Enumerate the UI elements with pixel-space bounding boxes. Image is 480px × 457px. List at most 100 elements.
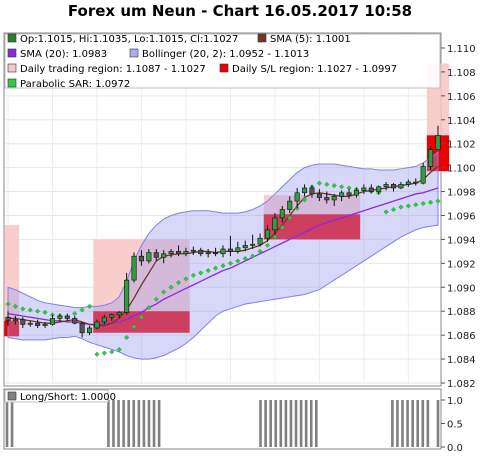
legend-swatch bbox=[7, 48, 17, 58]
sar-point bbox=[398, 204, 404, 210]
sar-point bbox=[390, 206, 397, 213]
y-tick-label: 1.100 bbox=[447, 164, 476, 175]
candle-body bbox=[138, 255, 144, 262]
candle-body bbox=[302, 187, 308, 194]
long-short-bar bbox=[391, 400, 394, 447]
sar-point bbox=[383, 209, 389, 215]
long-short-bar bbox=[426, 400, 430, 447]
legend-swatch bbox=[257, 33, 267, 43]
sar-point bbox=[116, 346, 122, 353]
y-tick-label: 1.096 bbox=[447, 211, 476, 222]
y-tick-label: 1.092 bbox=[447, 259, 476, 270]
legend-label: Bollinger (20, 2): 1.0952 - 1.1013 bbox=[142, 49, 309, 60]
legend-label: Daily S/L region: 1.1027 - 1.0997 bbox=[232, 64, 397, 75]
candle-body bbox=[346, 192, 352, 196]
legend-swatch bbox=[7, 63, 17, 73]
candle-body bbox=[383, 184, 389, 188]
long-short-bar bbox=[406, 400, 409, 447]
long-short-bar bbox=[304, 400, 308, 447]
y-tick-label: 1.104 bbox=[447, 116, 476, 127]
candle-body bbox=[124, 279, 130, 313]
y-tick-label: 1.088 bbox=[447, 307, 476, 318]
candle-body bbox=[35, 322, 41, 326]
candle-body bbox=[5, 316, 11, 322]
long-short-bar bbox=[142, 400, 146, 447]
candle-body bbox=[339, 192, 345, 197]
candle-body bbox=[198, 249, 204, 255]
candle-body bbox=[64, 315, 70, 319]
sar-point bbox=[20, 306, 26, 312]
long-short-bar bbox=[289, 400, 293, 447]
sar-point bbox=[190, 272, 196, 278]
y-tick-label: 0.0 bbox=[447, 443, 463, 454]
candle-body bbox=[72, 318, 78, 324]
candle-body bbox=[316, 193, 322, 198]
candle-body bbox=[413, 181, 419, 184]
long-short-bar bbox=[269, 400, 272, 447]
sar-point bbox=[213, 265, 219, 271]
sar-point bbox=[72, 311, 78, 317]
sar-point bbox=[131, 324, 137, 330]
legend-swatch bbox=[219, 63, 229, 73]
sar-point bbox=[257, 248, 263, 254]
legend-box bbox=[4, 33, 441, 89]
candle-body bbox=[294, 192, 300, 202]
candle-body bbox=[257, 237, 263, 245]
sar-point bbox=[405, 203, 411, 209]
candle-body bbox=[235, 247, 241, 252]
candle-body bbox=[101, 316, 107, 323]
sar-point bbox=[264, 242, 271, 248]
candle-body bbox=[116, 312, 122, 316]
long-short-bar bbox=[157, 400, 161, 447]
sar-point bbox=[153, 296, 159, 302]
legend-label: Op:1.1015, Hi:1.1035, Lo:1.1015, Cl:1.10… bbox=[20, 34, 238, 45]
legend-label: SMA (20): 1.0983 bbox=[20, 49, 107, 60]
sar-point bbox=[279, 224, 285, 230]
candle-body bbox=[49, 318, 56, 325]
long-short-bar bbox=[411, 400, 414, 447]
candle-body bbox=[131, 255, 137, 281]
y-tick-label: 1.094 bbox=[447, 235, 476, 246]
candle-body bbox=[428, 149, 434, 167]
sar-point bbox=[87, 303, 93, 309]
legend-box bbox=[4, 389, 109, 403]
long-short-bar bbox=[279, 400, 283, 447]
long-short-bar bbox=[117, 400, 120, 447]
sl-region bbox=[263, 214, 361, 240]
legend-swatch bbox=[7, 78, 17, 88]
sar-point bbox=[324, 181, 330, 187]
candle-body bbox=[242, 245, 248, 249]
sar-point bbox=[183, 276, 189, 282]
candle-body bbox=[309, 187, 315, 195]
sar-point bbox=[227, 260, 233, 266]
candle-body bbox=[250, 243, 256, 246]
sar-point bbox=[27, 307, 33, 313]
legend-swatch bbox=[129, 48, 139, 58]
candle-body bbox=[190, 249, 196, 252]
candle-body bbox=[376, 186, 382, 192]
chart-title: Forex um Neun - Chart 16.05.2017 10:58 bbox=[67, 2, 413, 20]
legend-swatch bbox=[7, 391, 17, 401]
sar-point bbox=[5, 301, 11, 307]
candle-body bbox=[153, 252, 159, 258]
candle-body bbox=[279, 209, 285, 219]
sar-point bbox=[287, 215, 293, 221]
candle-body bbox=[272, 217, 278, 231]
candle-body bbox=[435, 135, 441, 150]
long-short-bar bbox=[5, 400, 9, 447]
long-short-bar bbox=[127, 400, 130, 447]
long-short-bar bbox=[309, 400, 313, 447]
sar-point bbox=[109, 349, 115, 355]
sar-point bbox=[435, 198, 441, 204]
sar-point bbox=[220, 263, 226, 269]
candle-body bbox=[205, 252, 211, 255]
sar-point bbox=[138, 314, 144, 320]
long-short-bar bbox=[416, 400, 420, 447]
y-tick-label: 1.086 bbox=[447, 331, 476, 342]
y-tick-label: 1.106 bbox=[447, 92, 476, 103]
sar-point bbox=[428, 199, 434, 205]
candle-body bbox=[20, 319, 26, 325]
sar-point bbox=[161, 289, 167, 295]
legend-swatch bbox=[7, 33, 17, 43]
